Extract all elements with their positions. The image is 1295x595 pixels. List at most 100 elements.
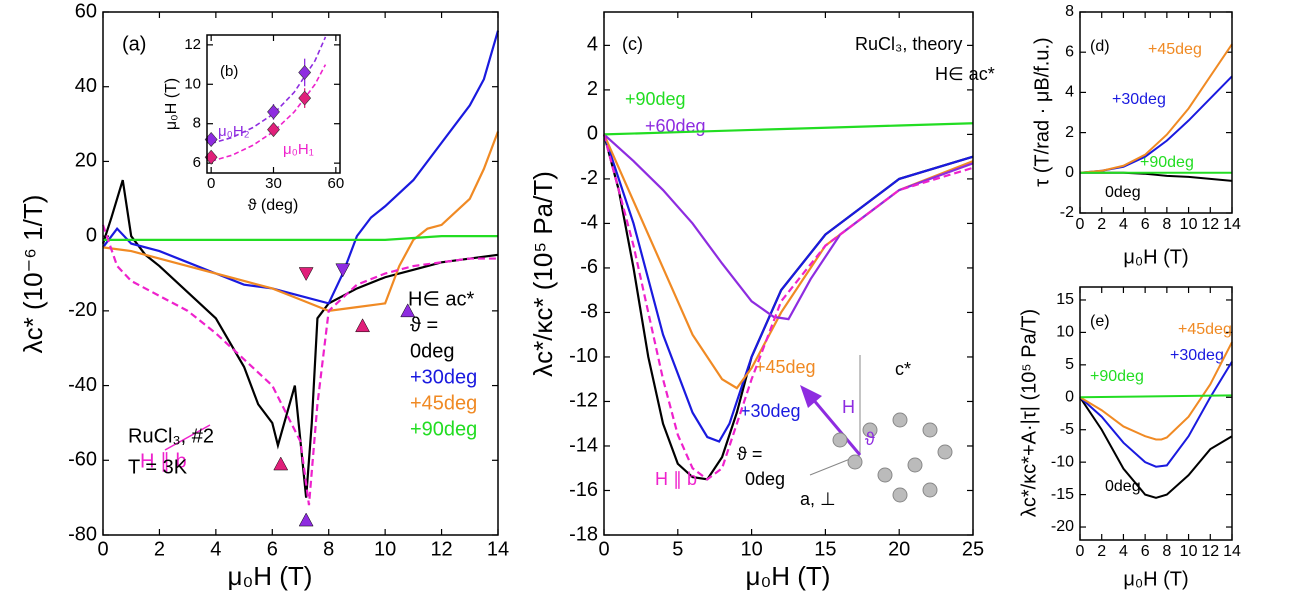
y-tick-label: 6: [193, 154, 201, 171]
atom: [922, 482, 938, 498]
plot-frame: [1079, 286, 1233, 541]
x-tick-label: 0: [1076, 543, 1085, 560]
y-tick-label: -5: [1060, 421, 1074, 438]
x-tick-label: 12: [1201, 216, 1219, 233]
legend-label: +90deg: [410, 418, 477, 440]
x-tick-label: 10: [1180, 216, 1198, 233]
y-axis-label: λc*/κc*+A·|τ| (10⁵ Pa/T): [1018, 309, 1040, 517]
lattice-sketch: [800, 355, 953, 503]
fit-line: [210, 64, 327, 162]
series-line: [602, 134, 974, 481]
x-tick-label: 8: [323, 538, 334, 560]
y-tick-label: -4: [580, 212, 598, 234]
series-line: [102, 30, 500, 305]
plot-frame: [603, 11, 974, 536]
atom: [862, 422, 878, 438]
x-tick-label: 15: [814, 538, 836, 560]
annotation: ϑ =: [410, 314, 438, 336]
annotation: (e): [1090, 313, 1110, 330]
atom: [907, 457, 923, 473]
y-tick-label: 0: [1065, 164, 1074, 181]
series-line: [1079, 43, 1233, 174]
leader-line: [164, 424, 211, 451]
legend-label: 0deg: [410, 340, 455, 362]
annotation: (a): [122, 33, 146, 55]
marker-triangle: [273, 456, 289, 471]
x-tick-label: 10: [374, 538, 396, 560]
y-tick-label: -12: [569, 390, 598, 412]
y-tick-label: -20: [68, 299, 97, 321]
y-tick-label: -2: [580, 167, 598, 189]
y-tick-label: -40: [68, 374, 97, 396]
x-tick-label: 4: [210, 538, 221, 560]
y-tick-label: 0: [587, 123, 598, 145]
legend-label: +45deg: [1178, 321, 1232, 338]
annotation: H∈ ac*: [935, 64, 995, 84]
y-tick-label: -6: [580, 256, 598, 278]
atom: [892, 487, 908, 503]
y-tick-label: -10: [569, 345, 598, 367]
x-tick-label: 0: [97, 538, 108, 560]
y-tick-label: 10: [1056, 324, 1074, 341]
y-tick-label: 40: [75, 75, 97, 97]
y-tick-label: 2: [587, 78, 598, 100]
x-tick-label: 8: [1162, 543, 1171, 560]
x-axis-label: μ₀H (T): [1123, 568, 1188, 590]
x-tick-label: 14: [1223, 543, 1241, 560]
data-point: [267, 122, 280, 138]
y-tick-label: 12: [184, 36, 201, 53]
x-tick-label: 0: [598, 538, 609, 560]
marker-triangle: [298, 267, 314, 282]
series-line: [101, 179, 499, 498]
y-tick-label: 5: [1065, 356, 1074, 373]
x-tick-label: 30: [265, 175, 282, 192]
x-axis-label: μ₀H (T): [1123, 246, 1188, 268]
y-tick-label: -2: [1060, 204, 1074, 221]
y-tick-label: -8: [580, 301, 598, 323]
y-tick-label: 20: [75, 150, 97, 172]
plot-frame: [1079, 11, 1233, 214]
y-tick-label: 8: [193, 115, 201, 132]
x-tick-label: 12: [1201, 543, 1219, 560]
x-tick-label: 2: [1097, 543, 1106, 560]
legend-label: +30deg: [1170, 347, 1224, 364]
field-arrow: [810, 397, 862, 456]
y-tick-label: 0: [86, 224, 97, 246]
y-tick-label: -60: [68, 449, 97, 471]
y-tick-label: 6: [1065, 43, 1074, 60]
marker-triangle: [335, 263, 351, 278]
atom: [937, 444, 953, 460]
atom: [922, 422, 938, 438]
legend-label: 0deg: [1105, 184, 1141, 201]
legend-label: +30deg: [740, 401, 801, 421]
legend-label: +90deg: [1090, 368, 1144, 385]
annotation: ϑ: [865, 429, 875, 449]
x-axis-label: μ₀H (T): [746, 561, 831, 591]
series-line: [1079, 341, 1233, 441]
y-tick-label: 4: [587, 34, 598, 56]
series-line: [602, 134, 974, 443]
y-tick-label: 15: [1056, 291, 1074, 308]
y-tick-label: -20: [1051, 518, 1074, 535]
legend-label: H ∥ b: [655, 469, 697, 489]
x-tick-label: 5: [672, 538, 683, 560]
legend-label: +90deg: [1140, 154, 1194, 171]
x-tick-label: 10: [1180, 543, 1198, 560]
x-tick-label: 6: [1141, 543, 1150, 560]
series-line: [603, 122, 974, 136]
data-point: [267, 104, 280, 120]
annotation: (b): [220, 63, 238, 80]
x-tick-label: 25: [962, 538, 984, 560]
y-tick-label: 0: [1065, 389, 1074, 406]
x-tick-label: 14: [487, 538, 509, 560]
annotation: H: [842, 397, 855, 417]
legend-label: +45deg: [755, 357, 816, 377]
atom: [892, 412, 908, 428]
data-point: [298, 90, 312, 106]
x-tick-label: 10: [740, 538, 762, 560]
x-tick-label: 6: [1141, 216, 1150, 233]
x-tick-label: 60: [328, 175, 345, 192]
y-tick-label: -14: [569, 434, 598, 456]
y-tick-label: 8: [1065, 3, 1074, 20]
